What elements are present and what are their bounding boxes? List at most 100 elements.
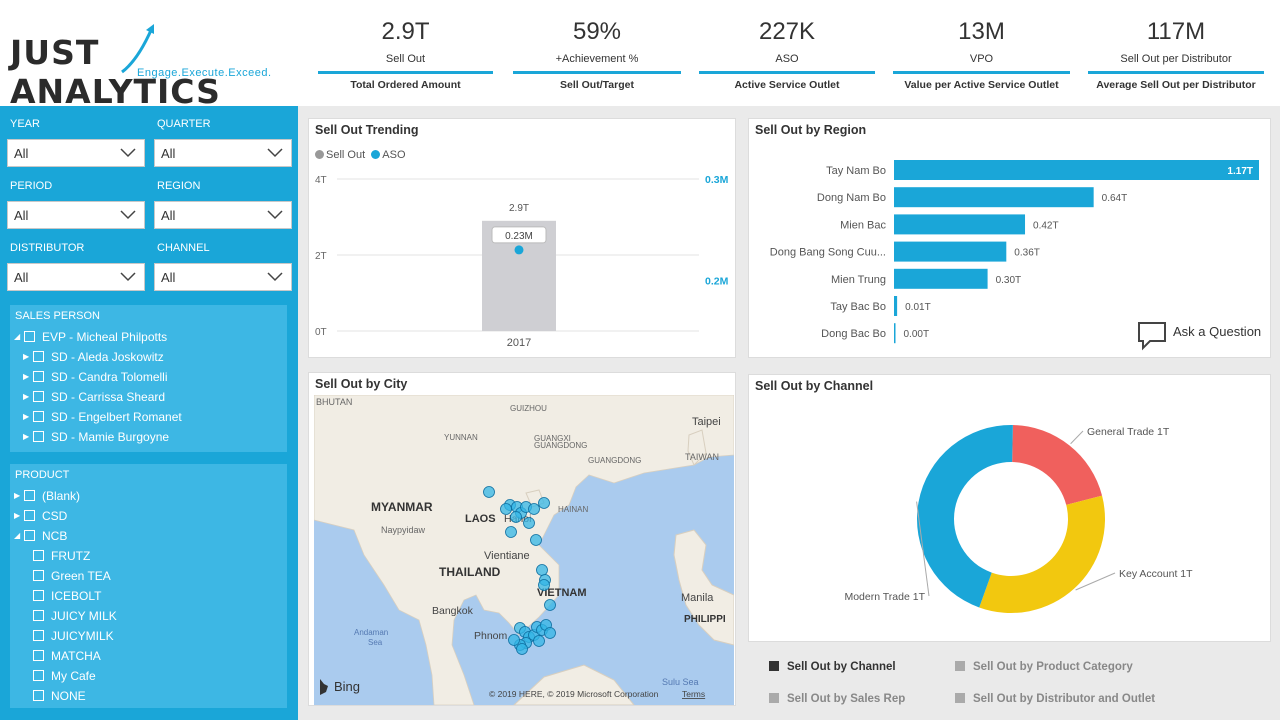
tab-marker — [769, 693, 779, 703]
checkbox[interactable] — [24, 331, 35, 342]
caret-right-icon[interactable]: ▶ — [23, 352, 30, 361]
tree-item[interactable]: ▶ CSD — [10, 506, 287, 526]
tree-item[interactable]: FRUTZ — [10, 546, 287, 566]
city-bubble[interactable] — [544, 599, 556, 611]
tree-item[interactable]: ▶ SD - Mamie Burgoyne — [10, 427, 287, 447]
sell-out-trending-panel[interactable]: Sell Out Trending Sell Out ASO 4T 2T 0T 0.3… — [308, 118, 736, 358]
tree-item[interactable]: ▶ SD - Aleda Joskowitz — [10, 347, 287, 367]
caret-right-icon[interactable]: ▶ — [23, 392, 30, 401]
map-terms-link[interactable]: Terms — [682, 689, 705, 699]
city-bubble[interactable] — [536, 564, 548, 576]
checkbox[interactable] — [33, 411, 44, 422]
checkbox[interactable] — [33, 550, 44, 561]
kpi-sell-out[interactable]: 2.9T Sell Out Total Ordered Amount — [318, 0, 493, 91]
tree-item[interactable]: ▶ SD - Candra Tolomelli — [10, 367, 287, 387]
caret-right-icon[interactable]: ▶ — [14, 491, 21, 500]
checkbox[interactable] — [24, 530, 35, 541]
city-bubble[interactable] — [528, 503, 540, 515]
tree-item[interactable]: MATCHA — [10, 646, 287, 666]
caret-right-icon[interactable]: ▶ — [23, 432, 30, 441]
tree-item[interactable]: JUICY MILK — [10, 606, 287, 626]
checkbox[interactable] — [24, 510, 35, 521]
tree-item[interactable]: ICEBOLT — [10, 586, 287, 606]
period-dropdown[interactable]: All — [7, 201, 145, 229]
tree-item[interactable]: ◢ EVP - Micheal Philpotts — [10, 327, 287, 347]
tree-item[interactable]: NONE — [10, 686, 287, 706]
region-bar[interactable] — [894, 268, 988, 289]
checkbox[interactable] — [33, 431, 44, 442]
tree-item[interactable]: ▶ SD - Carrissa Sheard — [10, 387, 287, 407]
region-bar[interactable] — [894, 296, 898, 316]
tree-item[interactable]: My Cafe — [10, 666, 287, 686]
map-label: VIETNAM — [537, 587, 587, 599]
donut-slice[interactable] — [1012, 425, 1103, 505]
region-bar[interactable] — [894, 323, 896, 344]
chat-bubble-icon[interactable] — [1136, 320, 1168, 352]
sell-out-by-city-panel[interactable]: Sell Out by City BHUTAN GUIZHOU YUNNAN GUAN… — [308, 372, 736, 706]
city-bubble[interactable] — [538, 497, 550, 509]
region-bar[interactable] — [894, 214, 1026, 235]
checkbox[interactable] — [33, 351, 44, 362]
kpi-vpo[interactable]: 13M VPO Value per Active Service Outlet — [893, 0, 1070, 91]
caret-right-icon[interactable]: ▶ — [14, 511, 21, 520]
kpi-divider — [513, 71, 681, 74]
distributor-dropdown[interactable]: All — [7, 263, 145, 291]
checkbox[interactable] — [33, 590, 44, 601]
y2-tick-label: 0.3M — [705, 174, 729, 186]
checkbox[interactable] — [33, 690, 44, 701]
checkbox[interactable] — [33, 570, 44, 581]
channel-dropdown[interactable]: All — [154, 263, 292, 291]
donut-slice[interactable] — [979, 495, 1105, 613]
city-bubble[interactable] — [508, 634, 520, 646]
tree-item[interactable]: JUICYMILK — [10, 626, 287, 646]
tree-item[interactable]: ▶ (Blank) — [10, 486, 287, 506]
caret-down-icon[interactable]: ◢ — [14, 332, 21, 341]
slicer-title: PRODUCT — [15, 469, 70, 481]
city-bubble[interactable] — [544, 627, 556, 639]
city-bubble[interactable] — [523, 517, 535, 529]
tab-sell-out-by-channel[interactable]: Sell Out by Channel — [769, 661, 896, 673]
region-dropdown[interactable]: All — [154, 201, 292, 229]
checkbox[interactable] — [33, 371, 44, 382]
region-bar[interactable] — [894, 187, 1094, 208]
checkbox[interactable] — [33, 670, 44, 681]
city-bubble[interactable] — [483, 486, 495, 498]
caret-right-icon[interactable]: ▶ — [23, 412, 30, 421]
kpi-achievement[interactable]: 59% +Achievement % Sell Out/Target — [513, 0, 681, 91]
tree-item[interactable]: ◢ NCB — [10, 526, 287, 546]
kpi-aso[interactable]: 227K ASO Active Service Outlet — [699, 0, 875, 91]
kpi-divider — [318, 71, 493, 74]
checkbox[interactable] — [33, 650, 44, 661]
tab-sell-out-by-distributor-and-outlet[interactable]: Sell Out by Distributor and Outlet — [955, 693, 1155, 705]
city-bubble[interactable] — [538, 579, 550, 591]
ask-question-button[interactable]: Ask a Question — [1173, 324, 1262, 339]
tab-sell-out-by-product-category[interactable]: Sell Out by Product Category — [955, 661, 1133, 673]
city-bubble[interactable] — [516, 643, 528, 655]
sell-out-by-region-panel[interactable]: Sell Out by Region Tay Nam Bo 1.17T Dong N… — [748, 118, 1271, 358]
city-bubble[interactable] — [505, 526, 517, 538]
donut-slice[interactable] — [917, 425, 1013, 608]
year-dropdown[interactable]: All — [7, 139, 145, 167]
city-bubble[interactable] — [510, 511, 522, 523]
sell-out-by-channel-panel[interactable]: Sell Out by Channel General Trade 1T Key … — [748, 374, 1271, 642]
city-bubble[interactable] — [530, 534, 542, 546]
city-bubble[interactable] — [533, 635, 545, 647]
caret-right-icon[interactable]: ▶ — [23, 372, 30, 381]
checkbox[interactable] — [24, 490, 35, 501]
aso-point[interactable] — [514, 245, 524, 255]
checkbox[interactable] — [33, 391, 44, 402]
kpi-sell-out-per-distributor[interactable]: 117M Sell Out per Distributor Average Se… — [1088, 0, 1264, 91]
map-label: Taipei — [692, 416, 721, 428]
caret-down-icon[interactable]: ◢ — [14, 531, 21, 540]
checkbox[interactable] — [33, 630, 44, 641]
tree-item[interactable]: ▶ SD - Engelbert Romanet — [10, 407, 287, 427]
region-bar[interactable] — [894, 160, 1259, 180]
tree-item-label: NCB — [42, 529, 68, 543]
quarter-dropdown[interactable]: All — [154, 139, 292, 167]
checkbox[interactable] — [33, 610, 44, 621]
tree-item[interactable]: Green TEA — [10, 566, 287, 586]
tab-sell-out-by-sales-rep[interactable]: Sell Out by Sales Rep — [769, 693, 905, 705]
city-bubble[interactable] — [500, 503, 512, 515]
region-bar[interactable] — [894, 241, 1007, 262]
